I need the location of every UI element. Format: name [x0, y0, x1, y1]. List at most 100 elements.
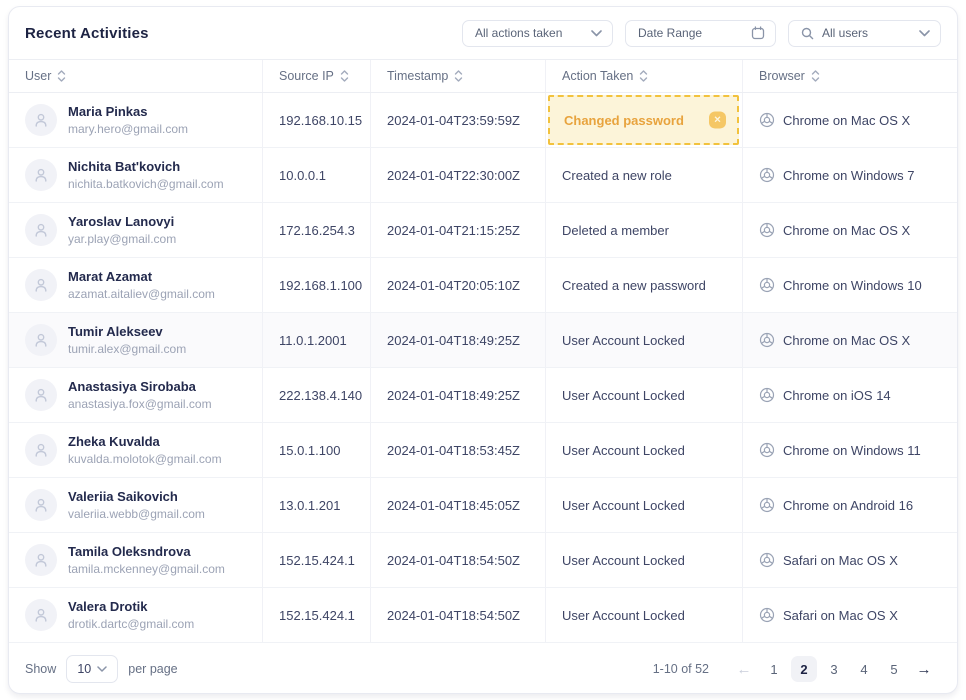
search-icon — [801, 27, 814, 40]
table-row[interactable]: Yaroslav Lanovyi yar.play@gmail.com 172.… — [9, 203, 957, 258]
timestamp-cell: 2024-01-04T20:05:10Z — [371, 258, 546, 312]
user-name: Zheka Kuvalda — [68, 434, 160, 449]
column-header-user[interactable]: User — [9, 60, 263, 92]
browser-cell: Chrome on Windows 10 — [743, 258, 957, 312]
browser-cell: Chrome on Mac OS X — [743, 313, 957, 367]
highlighted-action[interactable]: Changed password ✕ — [548, 95, 739, 145]
action-taken-cell: User Account Locked — [546, 588, 743, 642]
page-title: Recent Activities — [25, 24, 149, 42]
table-row[interactable]: Anastasiya Sirobaba anastasiya.fox@gmail… — [9, 368, 957, 423]
timestamp-cell: 2024-01-04T18:49:25Z — [371, 313, 546, 367]
avatar — [25, 159, 57, 191]
browser-icon — [759, 167, 775, 183]
per-page-label: per page — [128, 662, 178, 676]
action-taken-label: Created a new role — [562, 167, 672, 183]
dismiss-highlight-badge[interactable]: ✕ — [709, 111, 726, 129]
user-email: anastasiya.fox@gmail.com — [68, 397, 212, 411]
browser-icon — [759, 387, 775, 403]
avatar — [25, 324, 57, 356]
next-page-arrow[interactable]: → — [911, 656, 937, 682]
browser-name: Safari on Mac OS X — [783, 552, 898, 568]
recent-activities-card: Recent Activities All actions taken Date… — [8, 6, 958, 694]
page-button-5[interactable]: 5 — [881, 656, 907, 682]
action-taken-label: Changed password — [564, 112, 684, 128]
browser-cell: Chrome on Mac OS X — [743, 203, 957, 257]
source-ip-cell: 192.168.1.100 — [263, 258, 371, 312]
source-ip-cell: 192.168.10.15 — [263, 93, 371, 147]
table-row[interactable]: Tamila Oleksndrova tamila.mckenney@gmail… — [9, 533, 957, 588]
column-header-timestamp[interactable]: Timestamp — [371, 60, 546, 92]
prev-page-arrow[interactable]: ← — [731, 656, 757, 682]
table-row[interactable]: Valera Drotik drotik.dartc@gmail.com 152… — [9, 588, 957, 643]
column-header-source-ip[interactable]: Source IP — [263, 60, 371, 92]
user-name: Valera Drotik — [68, 599, 148, 614]
user-name: Tamila Oleksndrova — [68, 544, 191, 559]
table-row[interactable]: Nichita Bat'kovich nichita.batkovich@gma… — [9, 148, 957, 203]
action-taken-label: Created a new password — [562, 277, 706, 293]
page-button-3[interactable]: 3 — [821, 656, 847, 682]
column-header-action-taken[interactable]: Action Taken — [546, 60, 743, 92]
users-search-dropdown[interactable]: All users — [788, 19, 941, 47]
column-label: Timestamp — [387, 69, 449, 83]
page-button-1[interactable]: 1 — [761, 656, 787, 682]
browser-icon — [759, 277, 775, 293]
page-button-4[interactable]: 4 — [851, 656, 877, 682]
table-row[interactable]: Valeriia Saikovich valeriia.webb@gmail.c… — [9, 478, 957, 533]
browser-icon — [759, 222, 775, 238]
user-name: Valeriia Saikovich — [68, 489, 178, 504]
table-body: Maria Pinkas mary.hero@gmail.com 192.168… — [9, 93, 957, 643]
browser-name: Chrome on Windows 11 — [783, 442, 921, 458]
results-range: 1-10 of 52 — [652, 662, 709, 676]
avatar — [25, 489, 57, 521]
browser-name: Chrome on Mac OS X — [783, 222, 911, 238]
avatar — [25, 214, 57, 246]
source-ip-cell: 13.0.1.201 — [263, 478, 371, 532]
sort-icon — [57, 70, 66, 82]
user-email: valeriia.webb@gmail.com — [68, 507, 205, 521]
page-size-select[interactable]: 10 — [66, 655, 119, 683]
action-taken-label: User Account Locked — [562, 387, 685, 403]
column-label: User — [25, 69, 52, 83]
action-taken-cell: Created a new password — [546, 258, 743, 312]
browser-icon — [759, 607, 775, 623]
user-email: yar.play@gmail.com — [68, 232, 177, 246]
column-header-browser[interactable]: Browser — [743, 60, 957, 92]
sort-icon — [340, 70, 349, 82]
table-row[interactable]: Maria Pinkas mary.hero@gmail.com 192.168… — [9, 93, 957, 148]
browser-cell: Chrome on Windows 11 — [743, 423, 957, 477]
avatar — [25, 269, 57, 301]
action-taken-label: User Account Locked — [562, 607, 685, 623]
action-taken-label: User Account Locked — [562, 332, 685, 348]
browser-name: Chrome on Mac OS X — [783, 112, 911, 128]
source-ip-cell: 222.138.4.140 — [263, 368, 371, 422]
browser-cell: Safari on Mac OS X — [743, 588, 957, 642]
user-name: Nichita Bat'kovich — [68, 159, 181, 174]
user-email: tumir.alex@gmail.com — [68, 342, 187, 356]
source-ip-cell: 152.15.424.1 — [263, 533, 371, 587]
browser-name: Safari on Mac OS X — [783, 607, 898, 623]
action-taken-cell: User Account Locked — [546, 313, 743, 367]
user-email: mary.hero@gmail.com — [68, 122, 188, 136]
avatar — [25, 104, 57, 136]
avatar — [25, 599, 57, 631]
timestamp-cell: 2024-01-04T18:45:05Z — [371, 478, 546, 532]
table-row[interactable]: Tumir Alekseev tumir.alex@gmail.com 11.0… — [9, 313, 957, 368]
table-header-row: User Source IP Timestamp Action Taken Br… — [9, 59, 957, 93]
timestamp-cell: 2024-01-04T18:49:25Z — [371, 368, 546, 422]
browser-name: Chrome on Windows 10 — [783, 277, 922, 293]
action-taken-cell: User Account Locked — [546, 533, 743, 587]
source-ip-cell: 152.15.424.1 — [263, 588, 371, 642]
user-name: Marat Azamat — [68, 269, 153, 284]
page-button-2[interactable]: 2 — [791, 656, 817, 682]
table-row[interactable]: Zheka Kuvalda kuvalda.molotok@gmail.com … — [9, 423, 957, 478]
page-size-value: 10 — [77, 662, 92, 676]
date-range-filter[interactable]: Date Range — [625, 19, 776, 47]
actions-filter-dropdown[interactable]: All actions taken — [462, 19, 613, 47]
chevron-down-icon — [919, 29, 930, 37]
table-row[interactable]: Marat Azamat azamat.aitaliev@gmail.com 1… — [9, 258, 957, 313]
source-ip-cell: 10.0.0.1 — [263, 148, 371, 202]
action-taken-cell: User Account Locked — [546, 478, 743, 532]
browser-cell: Chrome on iOS 14 — [743, 368, 957, 422]
user-email: nichita.batkovich@gmail.com — [68, 177, 224, 191]
action-taken-cell: User Account Locked — [546, 423, 743, 477]
